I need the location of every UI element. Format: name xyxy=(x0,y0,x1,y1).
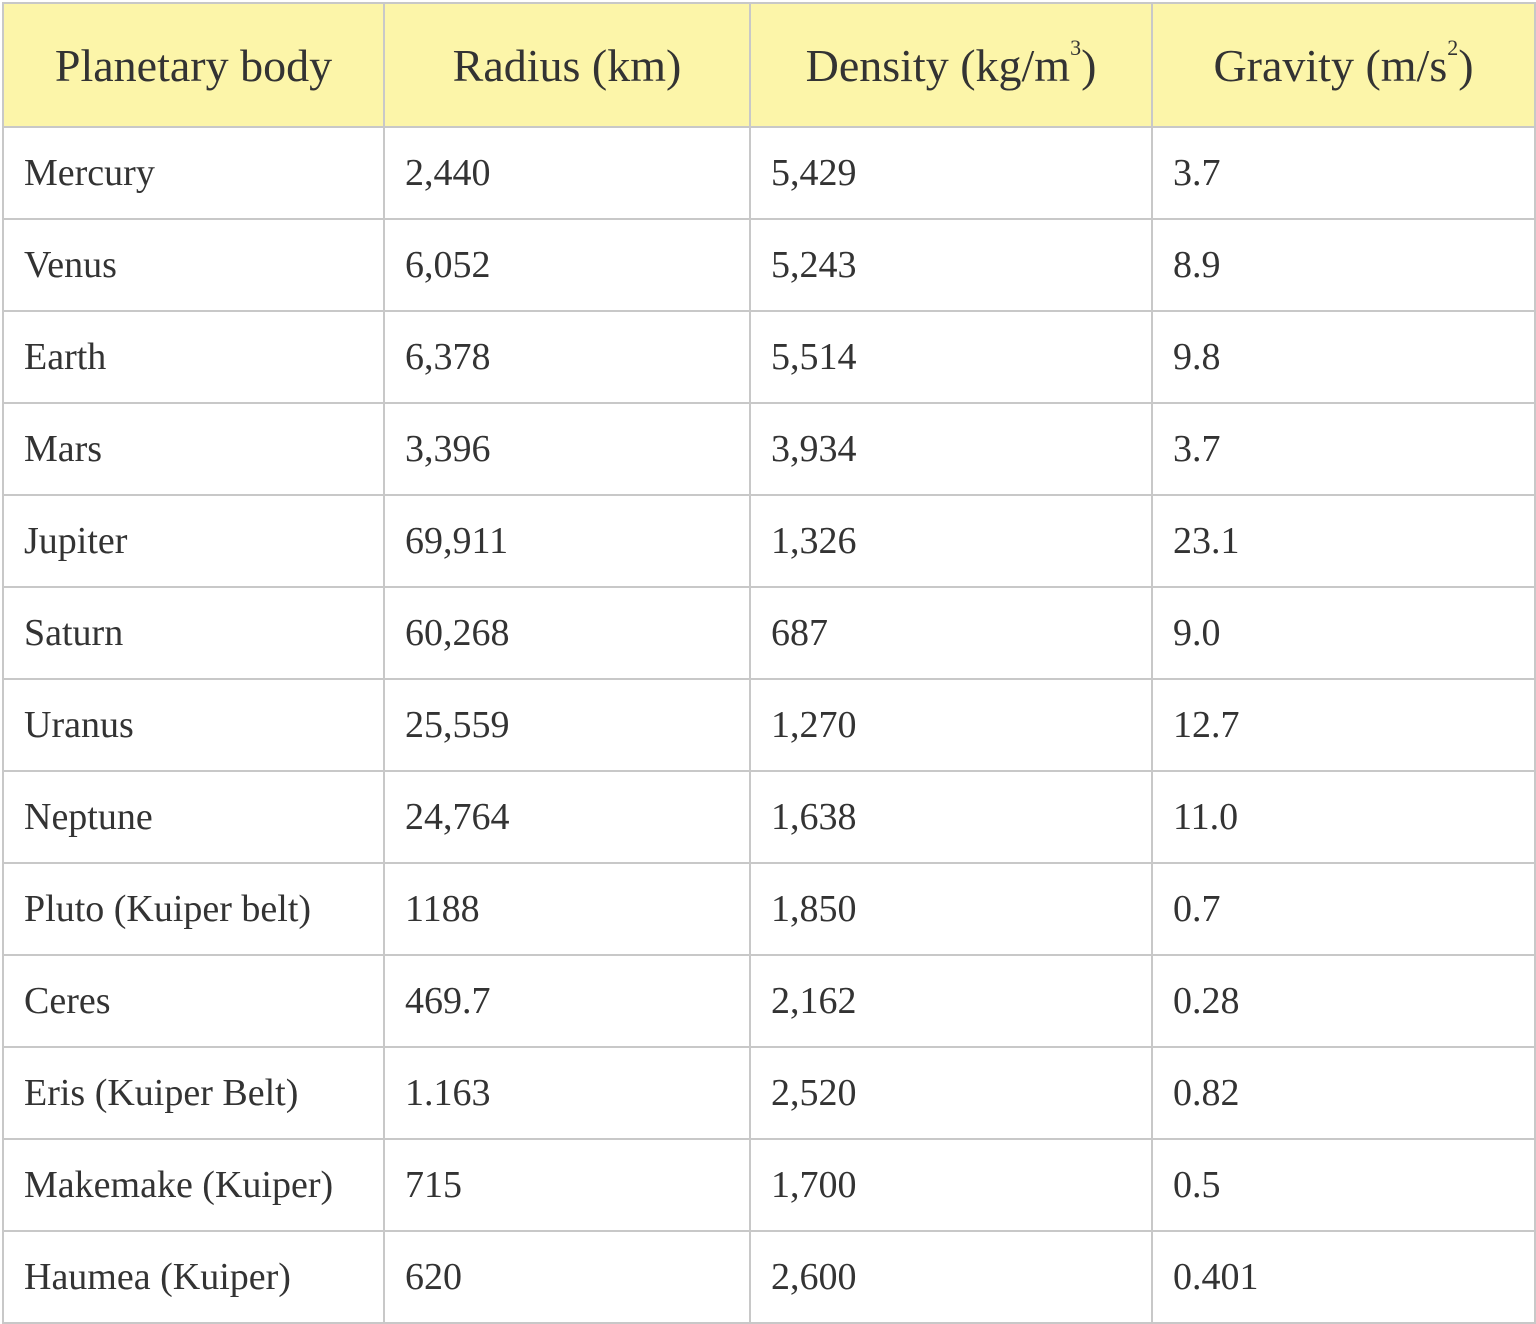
cell-planetary-body: Uranus xyxy=(2,678,385,772)
cell-planetary-body: Neptune xyxy=(2,770,385,864)
cell-density: 1,700 xyxy=(749,1138,1153,1232)
cell-planetary-body: Pluto (Kuiper belt) xyxy=(2,862,385,956)
cell-planetary-body: Eris (Kuiper Belt) xyxy=(2,1046,385,1140)
table-row: Saturn 60,268 687 9.0 xyxy=(2,586,1536,680)
cell-radius: 2,440 xyxy=(383,126,751,220)
cell-density: 5,514 xyxy=(749,310,1153,404)
header-label: Gravity (m/s xyxy=(1213,39,1448,91)
cell-gravity: 0.28 xyxy=(1151,954,1536,1048)
header-label: Radius (km) xyxy=(452,39,682,91)
cell-gravity: 0.5 xyxy=(1151,1138,1536,1232)
cell-density: 1,850 xyxy=(749,862,1153,956)
table-row: Neptune 24,764 1,638 11.0 xyxy=(2,770,1536,864)
cell-radius: 715 xyxy=(383,1138,751,1232)
table-row: Ceres 469.7 2,162 0.28 xyxy=(2,954,1536,1048)
cell-gravity: 3.7 xyxy=(1151,126,1536,220)
cell-gravity: 23.1 xyxy=(1151,494,1536,588)
header-label-close: ) xyxy=(1081,39,1097,91)
table-row: Jupiter 69,911 1,326 23.1 xyxy=(2,494,1536,588)
header-superscript: 3 xyxy=(1070,34,1082,60)
cell-density: 5,243 xyxy=(749,218,1153,312)
cell-density: 2,520 xyxy=(749,1046,1153,1140)
cell-radius: 24,764 xyxy=(383,770,751,864)
cell-density: 1,270 xyxy=(749,678,1153,772)
cell-density: 1,326 xyxy=(749,494,1153,588)
cell-gravity: 3.7 xyxy=(1151,402,1536,496)
cell-density: 5,429 xyxy=(749,126,1153,220)
header-planetary-body: Planetary body xyxy=(2,2,385,128)
table-body: Mercury 2,440 5,429 3.7 Venus 6,052 5,243 8.9 Ea… xyxy=(2,126,1536,1324)
cell-density: 2,600 xyxy=(749,1230,1153,1324)
table-row: Mercury 2,440 5,429 3.7 xyxy=(2,126,1536,220)
cell-gravity: 9.0 xyxy=(1151,586,1536,680)
cell-density: 687 xyxy=(749,586,1153,680)
header-label-close: ) xyxy=(1458,39,1474,91)
cell-radius: 69,911 xyxy=(383,494,751,588)
cell-radius: 6,378 xyxy=(383,310,751,404)
header-label: Density (kg/m xyxy=(805,39,1071,91)
table-row: Eris (Kuiper Belt) 1.163 2,520 0.82 xyxy=(2,1046,1536,1140)
cell-planetary-body: Makemake (Kuiper) xyxy=(2,1138,385,1232)
cell-planetary-body: Earth xyxy=(2,310,385,404)
cell-planetary-body: Jupiter xyxy=(2,494,385,588)
cell-radius: 6,052 xyxy=(383,218,751,312)
table-row: Uranus 25,559 1,270 12.7 xyxy=(2,678,1536,772)
cell-radius: 3,396 xyxy=(383,402,751,496)
table-row: Haumea (Kuiper) 620 2,600 0.401 xyxy=(2,1230,1536,1324)
cell-radius: 620 xyxy=(383,1230,751,1324)
cell-gravity: 0.401 xyxy=(1151,1230,1536,1324)
header-row: Planetary body Radius (km) Density (kg/m… xyxy=(2,2,1536,128)
table-row: Mars 3,396 3,934 3.7 xyxy=(2,402,1536,496)
cell-radius: 25,559 xyxy=(383,678,751,772)
cell-planetary-body: Venus xyxy=(2,218,385,312)
table-header: Planetary body Radius (km) Density (kg/m… xyxy=(2,2,1536,128)
cell-planetary-body: Mars xyxy=(2,402,385,496)
cell-planetary-body: Saturn xyxy=(2,586,385,680)
cell-gravity: 12.7 xyxy=(1151,678,1536,772)
cell-planetary-body: Haumea (Kuiper) xyxy=(2,1230,385,1324)
cell-radius: 469.7 xyxy=(383,954,751,1048)
cell-gravity: 8.9 xyxy=(1151,218,1536,312)
table-row: Earth 6,378 5,514 9.8 xyxy=(2,310,1536,404)
table-row: Venus 6,052 5,243 8.9 xyxy=(2,218,1536,312)
cell-radius: 1188 xyxy=(383,862,751,956)
cell-density: 1,638 xyxy=(749,770,1153,864)
cell-density: 2,162 xyxy=(749,954,1153,1048)
header-radius: Radius (km) xyxy=(383,2,751,128)
table-row: Pluto (Kuiper belt) 1188 1,850 0.7 xyxy=(2,862,1536,956)
header-label: Planetary body xyxy=(54,39,333,91)
cell-gravity: 11.0 xyxy=(1151,770,1536,864)
cell-radius: 60,268 xyxy=(383,586,751,680)
cell-radius: 1.163 xyxy=(383,1046,751,1140)
cell-planetary-body: Mercury xyxy=(2,126,385,220)
header-gravity: Gravity (m/s2) xyxy=(1151,2,1536,128)
cell-density: 3,934 xyxy=(749,402,1153,496)
cell-gravity: 0.82 xyxy=(1151,1046,1536,1140)
table-row: Makemake (Kuiper) 715 1,700 0.5 xyxy=(2,1138,1536,1232)
header-superscript: 2 xyxy=(1447,34,1459,60)
cell-gravity: 9.8 xyxy=(1151,310,1536,404)
cell-gravity: 0.7 xyxy=(1151,862,1536,956)
header-density: Density (kg/m3) xyxy=(749,2,1153,128)
cell-planetary-body: Ceres xyxy=(2,954,385,1048)
